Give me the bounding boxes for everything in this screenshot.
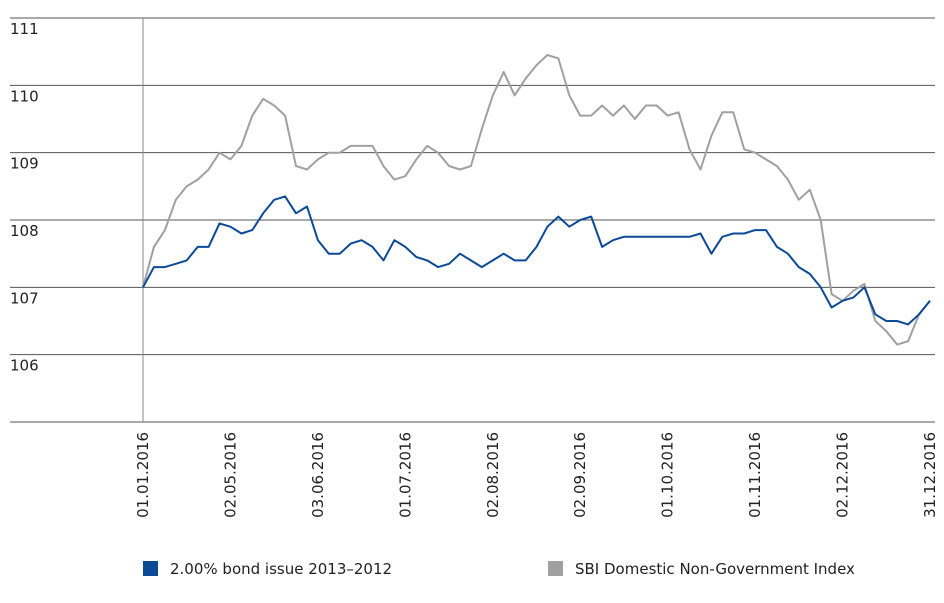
x-tick-label: 02.08.2016: [484, 432, 502, 518]
x-tick-label: 02.12.2016: [834, 432, 852, 518]
y-tick-label: 108: [10, 222, 39, 240]
y-tick-label: 106: [10, 357, 39, 375]
y-tick-label: 107: [10, 289, 39, 307]
y-tick-label: 111: [10, 20, 39, 38]
x-tick-label: 02.05.2016: [221, 432, 239, 518]
series-line: [142, 54, 931, 346]
series-line: [142, 195, 931, 326]
x-tick-label: 01.10.2016: [659, 432, 677, 518]
x-tick-label: 03.06.2016: [309, 432, 327, 518]
x-tick-label: 31.12.2016: [921, 432, 939, 518]
legend-label: SBI Domestic Non-Government Index: [575, 560, 855, 578]
legend-swatch: [143, 561, 158, 576]
legend-label: 2.00% bond issue 2013–2012: [170, 560, 392, 578]
x-tick-label: 01.11.2016: [746, 432, 764, 518]
y-tick-label: 110: [10, 87, 39, 105]
x-tick-label: 01.07.2016: [396, 432, 414, 518]
x-tick-label: 02.09.2016: [571, 432, 589, 518]
x-tick-label: 01.01.2016: [134, 432, 152, 518]
y-tick-label: 109: [10, 155, 39, 173]
legend-swatch: [548, 561, 563, 576]
